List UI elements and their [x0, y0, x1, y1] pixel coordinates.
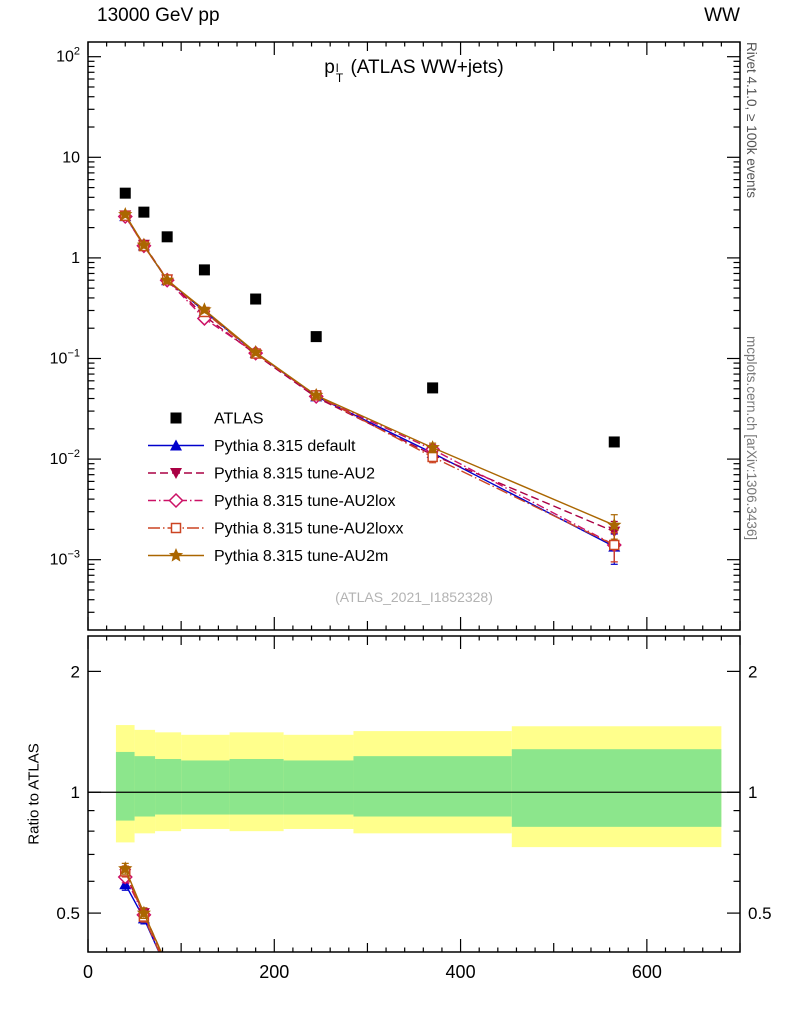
svg-text:2: 2 [71, 662, 80, 681]
svg-text:1: 1 [71, 783, 80, 802]
mcplots-attribution-label: mcplots.cern.ch [arXiv:1306.3436] [744, 336, 759, 541]
svg-text:Pythia 8.315 tune-AU2m: Pythia 8.315 tune-AU2m [214, 548, 388, 565]
svg-text:600: 600 [632, 962, 662, 982]
svg-text:Pythia 8.315 default: Pythia 8.315 default [214, 438, 356, 455]
svg-text:ATLAS: ATLAS [214, 411, 264, 428]
main-frame [87, 41, 741, 631]
series-pythia-8-315-default [119, 210, 621, 565]
uncertainty-bands [88, 725, 740, 848]
svg-text:200: 200 [259, 962, 289, 982]
ratio-frame [87, 635, 741, 953]
svg-text:2: 2 [748, 662, 757, 681]
svg-text:Pythia 8.315 tune-AU2: Pythia 8.315 tune-AU2 [214, 466, 375, 483]
title-superscript: l [335, 60, 339, 75]
series-pythia-8-315-tune-au2m [118, 861, 162, 952]
svg-text:1: 1 [748, 783, 757, 802]
svg-text:102: 102 [56, 46, 80, 66]
svg-text:0.5: 0.5 [56, 904, 80, 923]
series-pythia-8-315-tune-au2m [118, 207, 622, 540]
svg-text:Pythia 8.315 tune-AU2lox: Pythia 8.315 tune-AU2lox [214, 493, 395, 510]
series-atlas [119, 187, 620, 448]
title-subscript: T [335, 70, 344, 85]
svg-text:10−1: 10−1 [50, 347, 80, 367]
svg-text:10: 10 [62, 149, 80, 166]
svg-text:1: 1 [71, 250, 80, 267]
process-label: WW [704, 5, 740, 26]
svg-text:10−2: 10−2 [50, 448, 80, 468]
axis-labels: 102 10 1 10−1 10−2 10−3 0 200 400 600 0.5 0.5 1 1 2 2 [50, 46, 772, 982]
series-pythia-8-315-default [119, 877, 160, 952]
svg-text:400: 400 [446, 962, 476, 982]
svg-text:0.5: 0.5 [748, 904, 772, 923]
series-pythia-8-315-tune-au2loxx [120, 865, 160, 952]
legend: ATLAS Pythia 8.315 default Pythia 8.315 tu… [148, 411, 403, 565]
title-suffix: (ATLAS WW+jets) [345, 57, 504, 78]
svg-text:Pythia 8.315 tune-AU2loxx: Pythia 8.315 tune-AU2loxx [214, 521, 403, 538]
ratio-axis-title: Ratio to ATLAS [25, 743, 43, 845]
beam-energy-label: 13000 GeV pp [97, 5, 220, 26]
rivet-version-label: Rivet 4.1.0, ≥ 100k events [744, 42, 759, 198]
svg-text:10−3: 10−3 [50, 549, 80, 569]
analysis-id-watermark: (ATLAS_2021_I1852328) [335, 589, 493, 605]
svg-text:0: 0 [83, 962, 93, 982]
axis-ticks [87, 42, 741, 952]
title-symbol: p [324, 57, 335, 78]
